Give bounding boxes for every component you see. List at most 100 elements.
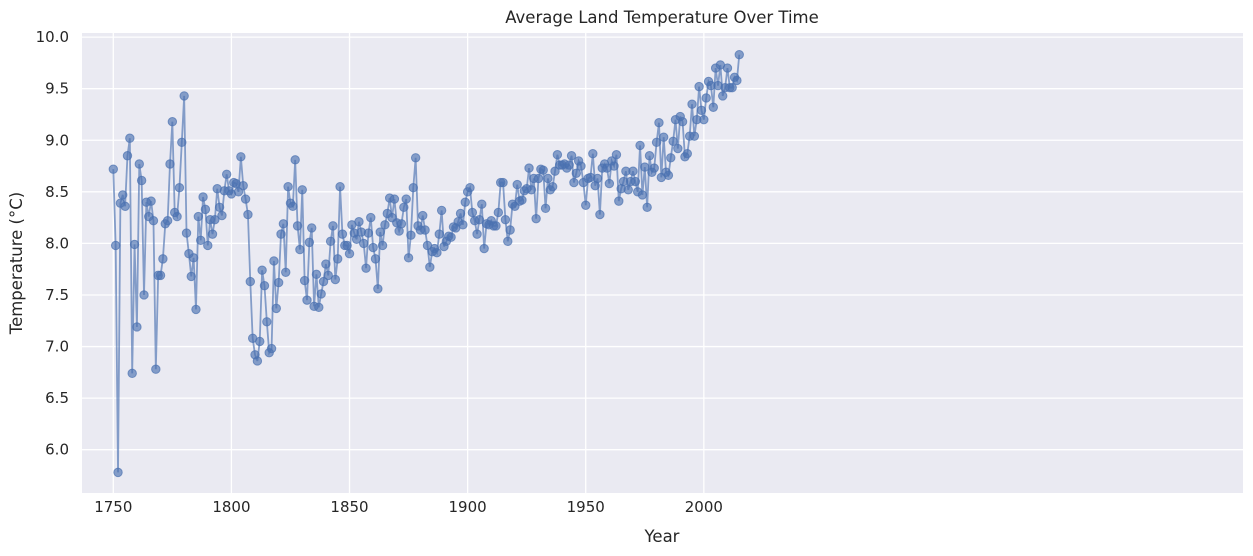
data-point	[129, 239, 140, 250]
data-point	[436, 205, 447, 216]
y-tick-label: 9.5	[45, 80, 69, 98]
data-point	[623, 185, 633, 195]
data-point	[543, 173, 553, 184]
data-point	[361, 263, 371, 273]
data-point	[673, 143, 683, 154]
data-point	[396, 219, 407, 229]
data-point	[581, 200, 591, 210]
data-point	[434, 229, 444, 239]
data-point	[531, 213, 541, 224]
data-point	[467, 207, 478, 218]
chart-title: Average Land Temperature Over Time	[505, 8, 819, 27]
y-axis-label: Temperature (°C)	[7, 192, 26, 335]
data-point	[410, 153, 421, 163]
data-point	[722, 63, 733, 73]
data-point	[148, 216, 159, 226]
data-point	[651, 137, 662, 148]
data-point	[238, 180, 248, 191]
data-point	[259, 280, 270, 291]
data-point	[425, 262, 435, 272]
data-point	[540, 203, 551, 214]
data-point	[210, 214, 220, 225]
data-point	[465, 183, 475, 193]
data-point	[151, 364, 161, 374]
y-tick-label: 8.5	[45, 183, 69, 201]
data-point	[640, 162, 650, 172]
data-point	[295, 244, 305, 255]
data-point	[255, 336, 265, 347]
y-tick-label: 6.5	[45, 389, 69, 407]
data-point	[677, 117, 688, 127]
data-point	[167, 117, 178, 127]
data-point	[207, 229, 218, 239]
data-point	[243, 209, 253, 220]
data-point	[503, 236, 513, 247]
data-point	[179, 91, 189, 101]
data-point	[177, 137, 187, 148]
data-point	[120, 201, 130, 211]
data-point	[217, 210, 227, 221]
data-point	[526, 185, 537, 195]
data-point	[146, 196, 156, 206]
data-point	[200, 204, 211, 215]
data-point	[316, 289, 326, 299]
data-point	[472, 229, 482, 239]
x-tick-label: 1850	[330, 498, 368, 516]
data-point	[262, 317, 272, 327]
data-point	[708, 102, 718, 112]
data-point	[203, 240, 213, 251]
data-point	[460, 197, 470, 207]
data-point	[281, 267, 291, 277]
data-point	[406, 230, 416, 240]
data-point	[547, 181, 558, 192]
data-point	[654, 118, 664, 128]
data-point	[474, 214, 485, 225]
data-point	[689, 131, 700, 141]
data-point	[162, 216, 173, 226]
data-point	[373, 284, 383, 294]
x-tick-label: 1950	[567, 498, 605, 516]
data-point	[403, 253, 414, 263]
data-point	[644, 151, 655, 161]
data-point	[401, 194, 411, 204]
data-point	[186, 271, 196, 282]
data-point	[358, 238, 369, 249]
data-point	[193, 211, 204, 222]
x-tick-label: 1800	[212, 498, 250, 516]
data-point	[477, 199, 487, 209]
data-point	[351, 234, 362, 244]
data-point	[576, 161, 586, 171]
data-point	[113, 467, 123, 478]
data-point	[498, 177, 508, 188]
data-point	[687, 99, 697, 109]
data-point	[337, 229, 348, 239]
data-point	[663, 170, 674, 181]
x-axis-label: Year	[644, 527, 680, 546]
data-point	[363, 228, 374, 238]
data-point	[172, 211, 182, 222]
data-point	[637, 190, 648, 200]
data-point	[344, 249, 355, 259]
data-point	[292, 221, 303, 231]
data-point	[533, 173, 544, 184]
y-tick-label: 7.5	[45, 286, 69, 304]
data-point	[333, 254, 343, 264]
data-point	[418, 210, 428, 221]
data-point	[165, 159, 175, 169]
data-point	[269, 256, 279, 266]
data-point	[136, 175, 147, 186]
data-point	[446, 232, 456, 242]
data-point	[221, 169, 232, 180]
data-point	[155, 270, 166, 281]
data-point	[288, 201, 298, 211]
data-point	[328, 221, 338, 231]
data-point	[380, 220, 390, 230]
x-tick-label: 1750	[94, 498, 132, 516]
y-tick-label: 7.0	[45, 338, 69, 356]
data-point	[389, 194, 400, 204]
data-point	[110, 240, 121, 251]
y-tick-label: 8.0	[45, 234, 69, 252]
data-point	[321, 259, 331, 269]
data-point	[630, 176, 641, 187]
